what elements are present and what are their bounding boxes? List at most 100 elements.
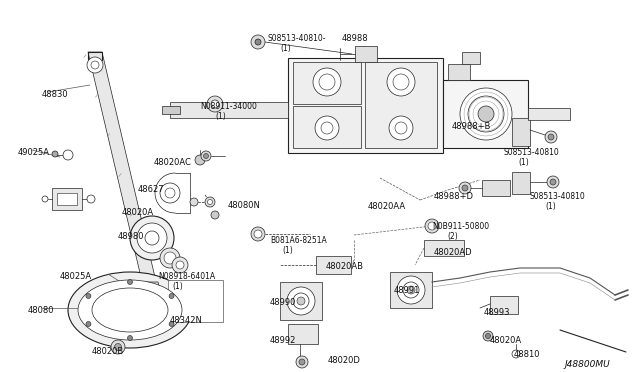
Text: 48830: 48830 [42, 90, 68, 99]
Circle shape [87, 195, 95, 203]
Ellipse shape [68, 272, 192, 348]
Text: B081A6-8251A: B081A6-8251A [270, 236, 327, 245]
Text: 48993: 48993 [484, 308, 511, 317]
Bar [288, 324, 318, 344]
Bar [288, 58, 443, 153]
Text: (1): (1) [280, 44, 291, 53]
Circle shape [207, 199, 212, 205]
Circle shape [315, 116, 339, 140]
Circle shape [389, 116, 413, 140]
Circle shape [172, 257, 188, 273]
Circle shape [91, 61, 99, 69]
Polygon shape [88, 52, 158, 290]
Text: 48020AB: 48020AB [326, 262, 364, 271]
Circle shape [287, 287, 315, 315]
Circle shape [425, 219, 439, 233]
Circle shape [207, 96, 223, 112]
Text: (1): (1) [172, 282, 183, 291]
Text: (1): (1) [215, 112, 226, 121]
Text: N08911-34000: N08911-34000 [200, 102, 257, 111]
Text: (2): (2) [447, 232, 458, 241]
Circle shape [127, 336, 132, 340]
Circle shape [130, 216, 174, 260]
Circle shape [211, 100, 219, 108]
Text: 48988+B: 48988+B [452, 122, 492, 131]
Circle shape [313, 68, 341, 96]
Text: S08513-40810-: S08513-40810- [268, 34, 326, 43]
Bar [316, 256, 351, 274]
Polygon shape [528, 108, 570, 120]
Circle shape [63, 150, 73, 160]
Text: (1): (1) [518, 158, 529, 167]
Ellipse shape [78, 280, 182, 340]
Circle shape [204, 154, 209, 158]
Text: S08513-40810: S08513-40810 [530, 192, 586, 201]
Circle shape [297, 297, 305, 305]
Circle shape [397, 276, 425, 304]
Circle shape [254, 230, 262, 238]
Polygon shape [170, 102, 288, 118]
Circle shape [547, 176, 559, 188]
Circle shape [296, 356, 308, 368]
Circle shape [548, 134, 554, 140]
Polygon shape [462, 52, 480, 64]
Bar [293, 62, 361, 104]
Text: 48342N: 48342N [170, 316, 203, 325]
Text: (1): (1) [282, 246, 292, 255]
Circle shape [176, 261, 184, 269]
Text: 48020D: 48020D [328, 356, 361, 365]
Circle shape [201, 151, 211, 161]
Bar [482, 180, 510, 196]
Polygon shape [162, 106, 180, 114]
Circle shape [459, 182, 471, 194]
Text: 48020A: 48020A [490, 336, 522, 345]
Text: 48020AC: 48020AC [154, 158, 192, 167]
Text: 48080: 48080 [28, 306, 54, 315]
Circle shape [468, 96, 504, 132]
Circle shape [190, 198, 198, 206]
Circle shape [460, 88, 512, 140]
Circle shape [115, 343, 122, 350]
Text: N08918-6401A: N08918-6401A [158, 272, 215, 281]
Text: 48991: 48991 [394, 286, 420, 295]
Text: 48020A: 48020A [122, 208, 154, 217]
Text: 48080N: 48080N [228, 201, 261, 210]
Circle shape [87, 57, 103, 73]
Circle shape [145, 231, 159, 245]
Bar [390, 272, 432, 308]
Text: 48980: 48980 [118, 232, 145, 241]
Circle shape [127, 279, 132, 285]
Circle shape [321, 122, 333, 134]
Text: 48627: 48627 [138, 185, 164, 194]
Circle shape [407, 286, 415, 294]
Text: 48990: 48990 [270, 298, 296, 307]
Circle shape [478, 106, 494, 122]
Circle shape [165, 188, 175, 198]
Circle shape [512, 350, 520, 358]
Polygon shape [448, 64, 470, 80]
Circle shape [395, 122, 407, 134]
Circle shape [42, 196, 48, 202]
Text: 48810: 48810 [514, 350, 541, 359]
Circle shape [211, 211, 219, 219]
Text: 48992: 48992 [270, 336, 296, 345]
Circle shape [160, 248, 180, 268]
Circle shape [86, 321, 91, 327]
Bar [365, 62, 437, 148]
Circle shape [428, 222, 436, 230]
Circle shape [550, 179, 556, 185]
Circle shape [195, 155, 205, 165]
Bar [168, 280, 223, 322]
Ellipse shape [92, 288, 168, 332]
Circle shape [251, 227, 265, 241]
Circle shape [387, 68, 415, 96]
Polygon shape [134, 282, 162, 296]
Text: 48020AD: 48020AD [434, 248, 472, 257]
Text: 49025A: 49025A [18, 148, 50, 157]
Bar [280, 282, 322, 320]
Circle shape [293, 293, 309, 309]
Bar [57, 193, 77, 205]
Circle shape [160, 183, 180, 203]
Circle shape [393, 74, 409, 90]
Bar [512, 172, 530, 194]
